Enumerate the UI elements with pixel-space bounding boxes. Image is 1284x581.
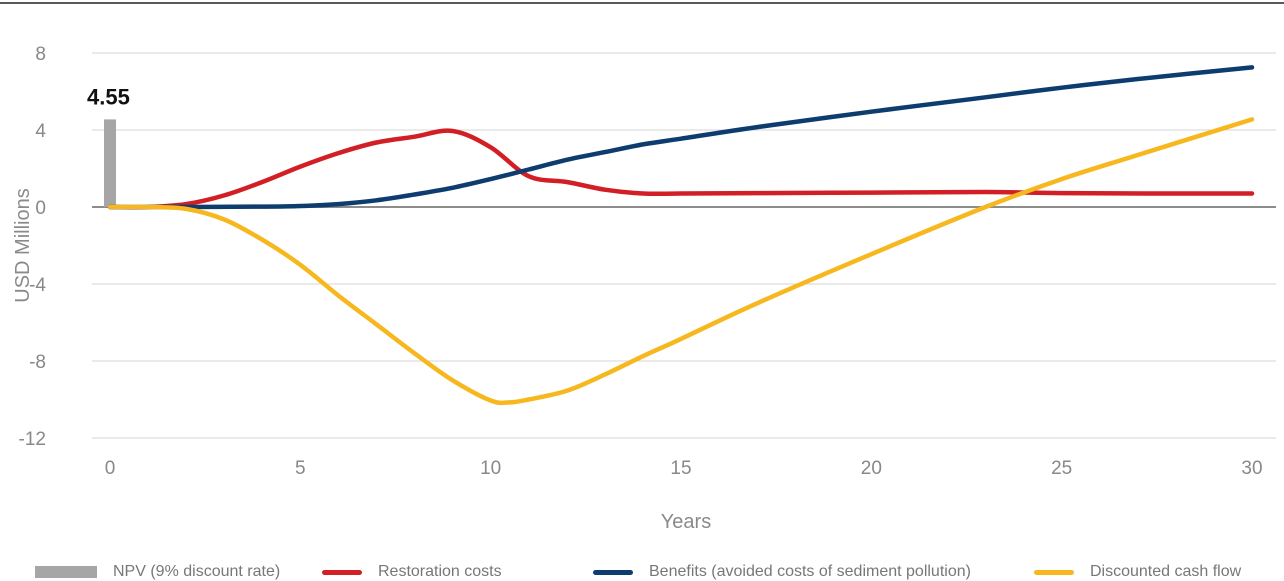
legend-item-restoration: Restoration costs	[322, 563, 502, 581]
legend-label-discounted: Discounted cash flow	[1090, 563, 1242, 580]
legend: NPV (9% discount rate) Restoration costs…	[0, 563, 1284, 581]
x-tick-label: 25	[1051, 458, 1072, 479]
legend-item-npv: NPV (9% discount rate)	[35, 563, 280, 581]
legend-swatch-benefits	[593, 569, 633, 575]
y-tick-label: 0	[35, 198, 46, 219]
chart-area: 8 4 0 -4 -8 -12 0 5 10 15 20 25 30 4.55 USD Million…	[0, 2, 1284, 533]
discounted-cash-flow-line	[107, 117, 1255, 406]
x-tick-label: 10	[480, 458, 501, 479]
x-tick-labels: 0 5 10 15 20 25 30	[105, 458, 1263, 479]
y-tick-labels: 8 4 0 -4 -8 -12	[19, 44, 47, 450]
legend-item-discounted: Discounted cash flow	[1034, 563, 1241, 581]
x-tick-label: 15	[670, 458, 691, 479]
legend-swatch-discounted	[1034, 569, 1074, 575]
series-lines	[107, 65, 1255, 406]
npv-bar	[104, 119, 116, 207]
legend-swatch-restoration	[322, 569, 362, 575]
y-tick-label: 8	[35, 44, 46, 65]
x-tick-label: 20	[861, 458, 882, 479]
y-tick-label: -12	[19, 429, 46, 450]
y-axis-title: USD Millions	[12, 188, 34, 302]
legend-swatch-npv	[35, 566, 97, 578]
y-tick-label: -4	[29, 275, 46, 296]
x-tick-label: 0	[105, 458, 116, 479]
x-tick-label: 30	[1241, 458, 1262, 479]
y-tick-label: -8	[29, 352, 46, 373]
restoration-costs-line	[107, 128, 1255, 210]
bar-group	[104, 119, 116, 207]
x-axis-title: Years	[661, 511, 711, 533]
legend-label-benefits: Benefits (avoided costs of sediment poll…	[649, 563, 971, 580]
legend-item-benefits: Benefits (avoided costs of sediment poll…	[593, 563, 971, 581]
npv-value-label: 4.55	[87, 84, 130, 109]
legend-label-restoration: Restoration costs	[378, 563, 502, 580]
legend-label-npv: NPV (9% discount rate)	[113, 563, 281, 580]
benefits-line	[107, 65, 1255, 210]
x-tick-label: 5	[295, 458, 306, 479]
y-tick-label: 4	[35, 121, 46, 142]
